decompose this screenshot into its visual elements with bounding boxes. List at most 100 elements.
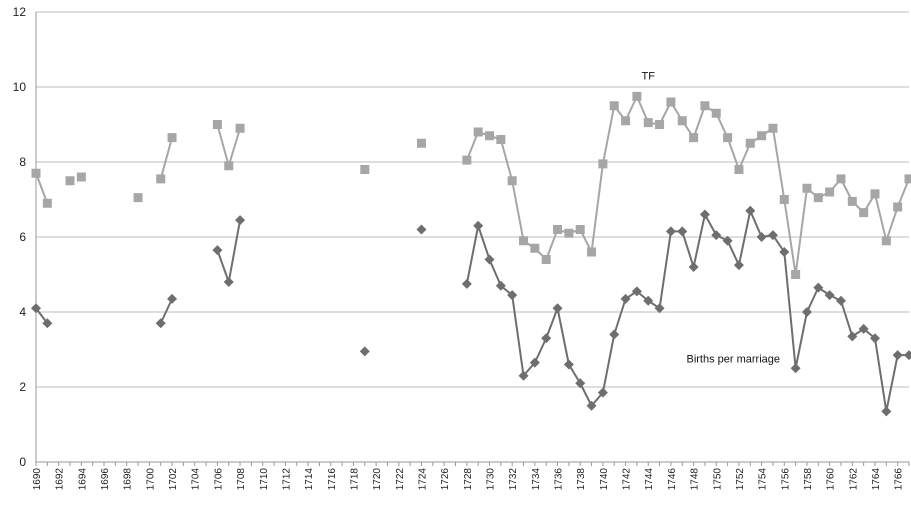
data-point-square — [530, 243, 540, 253]
series-line — [465, 209, 909, 413]
data-point-diamond — [359, 346, 370, 357]
data-point-square — [870, 189, 880, 199]
x-tick-label: 1710 — [259, 468, 270, 491]
data-point-square — [666, 97, 676, 107]
y-tick-label: 8 — [19, 155, 26, 169]
y-tick-label: 4 — [19, 305, 26, 319]
data-point-diamond — [892, 350, 903, 361]
data-point-diamond — [31, 303, 41, 314]
data-point-diamond — [42, 318, 53, 329]
data-point-diamond — [847, 331, 858, 342]
data-point-square — [813, 193, 823, 203]
data-point-square — [734, 165, 744, 174]
axes — [35, 12, 910, 466]
data-point-square — [881, 236, 891, 246]
data-point-square — [31, 168, 41, 178]
data-point-square — [496, 135, 506, 144]
data-point-diamond — [688, 262, 699, 272]
data-point-square — [643, 118, 653, 128]
data-point-diamond — [767, 230, 778, 241]
data-point-diamond — [881, 406, 892, 417]
data-point-diamond — [699, 209, 710, 220]
data-point-diamond — [779, 247, 790, 257]
series-2 — [31, 205, 911, 417]
data-point-square — [689, 133, 699, 143]
data-point-diamond — [858, 323, 869, 334]
data-point-square — [847, 196, 857, 206]
series-layer — [31, 91, 911, 417]
data-point-square — [519, 236, 529, 246]
data-point-diamond — [654, 303, 665, 314]
x-tick-label: 1742 — [622, 468, 633, 491]
data-point-square — [473, 127, 483, 137]
x-tick-label: 1706 — [213, 468, 224, 491]
data-point-diamond — [507, 290, 518, 301]
x-tick-label: 1738 — [576, 468, 587, 491]
x-tick-label: 1716 — [327, 468, 338, 491]
x-tick-label: 1764 — [871, 468, 882, 491]
data-point-square — [655, 120, 665, 129]
data-point-diamond — [575, 378, 586, 389]
data-point-square — [893, 202, 903, 212]
data-point-square — [711, 108, 721, 118]
data-point-diamond — [869, 333, 880, 344]
x-tick-label: 1718 — [349, 468, 360, 491]
data-point-square — [360, 165, 370, 174]
data-point-square — [133, 193, 143, 203]
y-tick-label: 6 — [19, 230, 26, 244]
data-point-square — [42, 198, 52, 208]
data-point-diamond — [745, 205, 756, 216]
data-point-diamond — [484, 254, 495, 265]
series-line — [159, 298, 173, 324]
data-point-square — [598, 159, 608, 169]
data-point-square — [836, 174, 846, 184]
data-point-diamond — [813, 282, 824, 293]
data-point-diamond — [552, 303, 563, 314]
x-tick-label: 1714 — [304, 468, 315, 491]
data-point-diamond — [473, 220, 484, 231]
data-point-diamond — [518, 370, 529, 381]
data-point-square — [745, 138, 755, 148]
x-tick-label: 1702 — [168, 468, 179, 491]
data-point-diamond — [223, 277, 234, 287]
data-point-diamond — [665, 226, 676, 237]
data-point-diamond — [620, 293, 631, 304]
x-tick-label: 1726 — [440, 468, 451, 491]
x-tick-label: 1698 — [123, 468, 134, 491]
y-tick-label: 0 — [19, 455, 26, 469]
x-tick-label: 1734 — [531, 468, 542, 491]
data-point-square — [859, 208, 869, 218]
x-tick-label: 1694 — [77, 468, 88, 491]
annotation-label-1: TF — [642, 71, 656, 83]
data-point-square — [416, 138, 426, 148]
x-tick-label: 1748 — [690, 468, 701, 491]
data-point-square — [76, 172, 86, 182]
data-point-square — [802, 183, 812, 193]
data-point-square — [757, 131, 767, 141]
annotations: TF Births per marriage — [642, 71, 781, 366]
x-tick-label: 1746 — [667, 468, 678, 491]
x-tick-label: 1692 — [55, 468, 66, 491]
data-point-square — [904, 174, 911, 184]
data-point-diamond — [643, 295, 654, 306]
data-point-diamond — [711, 230, 722, 241]
x-tick-label: 1760 — [826, 468, 837, 491]
data-point-square — [553, 225, 563, 234]
data-point-square — [65, 176, 75, 186]
data-point-square — [632, 91, 642, 101]
data-point-diamond — [495, 280, 506, 291]
x-tick-label: 1744 — [644, 468, 655, 491]
data-point-diamond — [235, 215, 246, 226]
data-point-diamond — [563, 359, 574, 370]
data-point-square — [779, 195, 789, 204]
x-tick-label: 1750 — [712, 468, 723, 491]
data-point-diamond — [904, 350, 911, 361]
x-tick-label: 1708 — [236, 468, 247, 491]
x-tick-label: 1720 — [372, 468, 383, 491]
data-point-square — [621, 116, 631, 126]
data-point-square — [212, 120, 222, 129]
data-point-diamond — [631, 286, 642, 297]
data-point-diamond — [756, 232, 767, 242]
